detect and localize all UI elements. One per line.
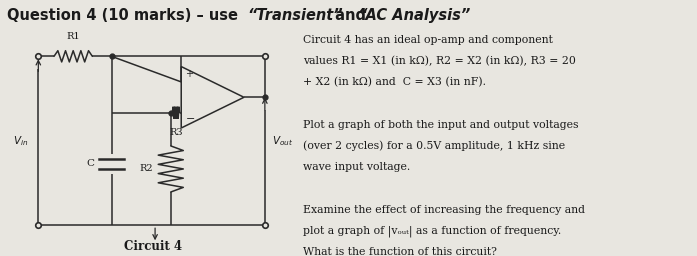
Text: wave input voltage.: wave input voltage. bbox=[303, 162, 411, 172]
Text: Circuit 4: Circuit 4 bbox=[124, 240, 183, 253]
Text: Examine the effect of increasing the frequency and: Examine the effect of increasing the fre… bbox=[303, 205, 585, 215]
Text: “AC Analysis”: “AC Analysis” bbox=[358, 8, 470, 23]
Text: R2: R2 bbox=[139, 164, 153, 174]
Text: “Transient”: “Transient” bbox=[247, 8, 343, 23]
Text: Plot a graph of both the input and output voltages: Plot a graph of both the input and outpu… bbox=[303, 120, 579, 130]
Text: R3: R3 bbox=[169, 128, 183, 137]
Text: R1: R1 bbox=[66, 32, 80, 41]
Text: plot a graph of |vₒᵤₜ| as a function of frequency.: plot a graph of |vₒᵤₜ| as a function of … bbox=[303, 226, 562, 237]
Text: + X2 (in kΩ) and  C = X3 (in nF).: + X2 (in kΩ) and C = X3 (in nF). bbox=[303, 77, 487, 87]
Text: Circuit 4 has an ideal op-amp and component: Circuit 4 has an ideal op-amp and compon… bbox=[303, 35, 553, 45]
Text: Question 4 (10 marks) – use: Question 4 (10 marks) – use bbox=[7, 8, 243, 23]
Text: (over 2 cycles) for a 0.5V amplitude, 1 kHz sine: (over 2 cycles) for a 0.5V amplitude, 1 … bbox=[303, 141, 565, 151]
Text: +: + bbox=[185, 69, 193, 79]
Text: values R1 = X1 (in kΩ), R2 = X2 (in kΩ), R3 = 20: values R1 = X1 (in kΩ), R2 = X2 (in kΩ),… bbox=[303, 56, 576, 66]
Text: C: C bbox=[86, 159, 94, 168]
Text: $V_{in}$: $V_{in}$ bbox=[13, 134, 28, 148]
Text: −: − bbox=[185, 114, 194, 124]
Text: $V_{out}$: $V_{out}$ bbox=[272, 134, 293, 148]
Text: and: and bbox=[330, 8, 371, 23]
Text: What is the function of this circuit?: What is the function of this circuit? bbox=[303, 247, 497, 256]
